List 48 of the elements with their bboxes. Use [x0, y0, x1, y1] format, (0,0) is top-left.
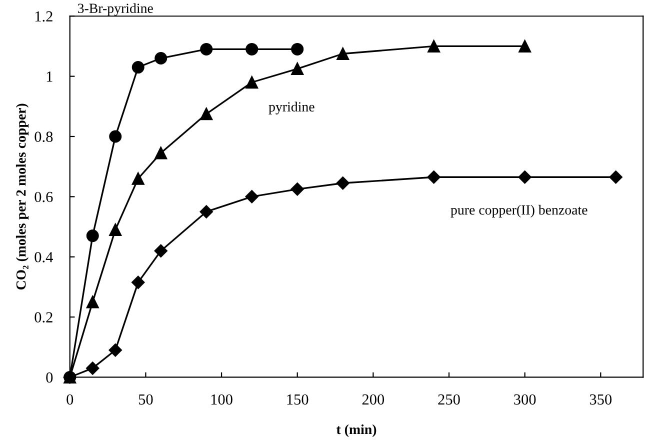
x-tick-label: 150 [287, 394, 308, 405]
point [336, 47, 350, 60]
point [290, 182, 304, 196]
point [246, 76, 258, 89]
series-label: pure copper(II) benzoate [450, 204, 588, 218]
point [154, 146, 168, 160]
point [86, 362, 100, 375]
point [427, 170, 440, 184]
y-axis-title: CO₂ (moles per 2 moles copper) [16, 104, 29, 290]
y-tick-label: 0.4 [34, 252, 53, 262]
x-tick-label: 200 [362, 394, 384, 405]
point [108, 344, 122, 357]
x-tick-label: 0 [66, 394, 74, 405]
point [428, 40, 440, 52]
point [86, 230, 99, 242]
point [132, 276, 145, 290]
point [291, 42, 304, 56]
point [86, 296, 99, 308]
y-tick-label: 1.2 [35, 11, 52, 22]
y-tick-label: 0.6 [34, 192, 53, 202]
point [109, 224, 122, 236]
series-label: pyridine [268, 102, 314, 114]
point [609, 170, 622, 184]
x-tick-label: 350 [590, 394, 612, 405]
point [291, 62, 304, 76]
point [109, 130, 122, 143]
y-tick-label: 0 [46, 372, 53, 383]
x-axis-title: t (min) [336, 424, 376, 437]
point [154, 52, 168, 65]
point [246, 42, 258, 56]
x-tick-label: 50 [138, 394, 153, 405]
point [132, 61, 144, 74]
point [132, 172, 144, 185]
y-tick-label: 0.2 [34, 312, 52, 323]
point [336, 176, 350, 190]
x-tick-label: 100 [211, 394, 232, 405]
x-tick-label: 250 [438, 394, 460, 405]
point [518, 170, 532, 184]
y-tick-label: 0.8 [34, 132, 53, 142]
x-tick-label: 300 [514, 394, 536, 405]
point [245, 190, 258, 204]
point [200, 205, 213, 218]
point [200, 42, 213, 56]
point [518, 40, 532, 52]
y-tick-label: 1 [46, 72, 52, 82]
point [154, 244, 168, 258]
text: 3-Br-pyridine [78, 3, 153, 16]
point [200, 108, 213, 120]
